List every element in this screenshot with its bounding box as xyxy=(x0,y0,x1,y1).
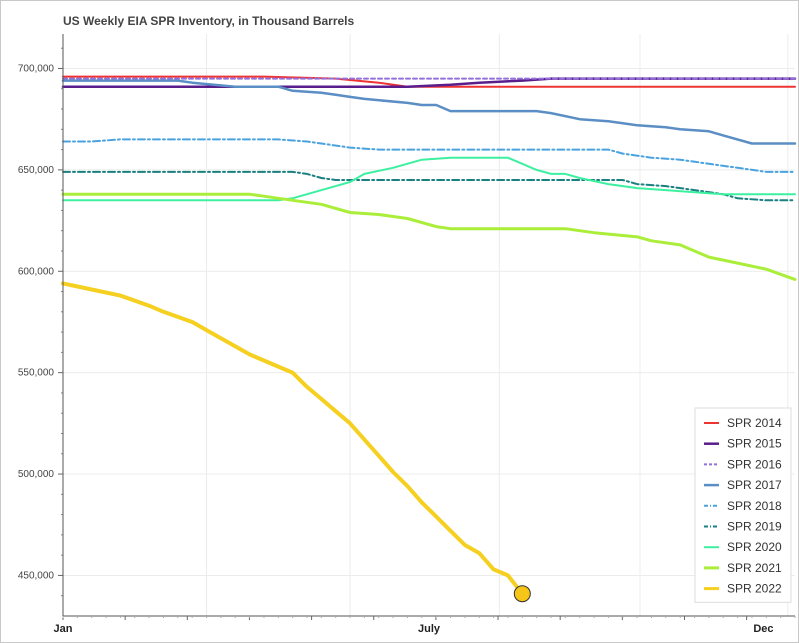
series-line-spr-2017 xyxy=(61,79,797,145)
x-tick-label: July xyxy=(418,623,441,635)
y-tick-label: 500,000 xyxy=(18,469,55,480)
legend-label[interactable]: SPR 2018 xyxy=(727,499,782,513)
legend-label[interactable]: SPR 2020 xyxy=(727,540,782,554)
legend-label[interactable]: SPR 2021 xyxy=(727,561,782,575)
series-line-spr-2022 xyxy=(61,281,525,596)
legend-label[interactable]: SPR 2019 xyxy=(727,520,782,534)
y-tick-label: 700,000 xyxy=(18,63,55,74)
legend-label[interactable]: SPR 2015 xyxy=(727,437,782,451)
x-tick-label: Dec xyxy=(753,623,773,635)
legend-label[interactable]: SPR 2017 xyxy=(727,478,782,492)
series-line-spr-2020 xyxy=(62,156,796,202)
legend-label[interactable]: SPR 2022 xyxy=(727,582,782,596)
latest-point-marker[interactable] xyxy=(513,585,531,603)
y-tick-label: 450,000 xyxy=(18,570,55,581)
series-lines xyxy=(61,75,797,603)
series-line-spr-2014 xyxy=(62,75,796,88)
legend-label[interactable]: SPR 2014 xyxy=(727,416,782,430)
chart-title: US Weekly EIA SPR Inventory, in Thousand… xyxy=(63,14,355,28)
x-tick-label: Jan xyxy=(54,623,73,635)
legend: SPR 2014 SPR 2015 SPR 2016 SPR 2017 SPR 2018… xyxy=(694,407,792,603)
series-line-spr-2018 xyxy=(62,138,796,173)
legend-label[interactable]: SPR 2016 xyxy=(727,457,782,471)
y-tick-label: 600,000 xyxy=(18,266,55,277)
series-line-spr-2021 xyxy=(61,192,797,281)
y-tick-label: 550,000 xyxy=(18,368,55,379)
axes: 450,000 500,000 550,000 600,000 650,000 700,0… xyxy=(18,34,796,635)
y-tick-label: 650,000 xyxy=(18,165,55,176)
plot-area xyxy=(63,34,795,616)
